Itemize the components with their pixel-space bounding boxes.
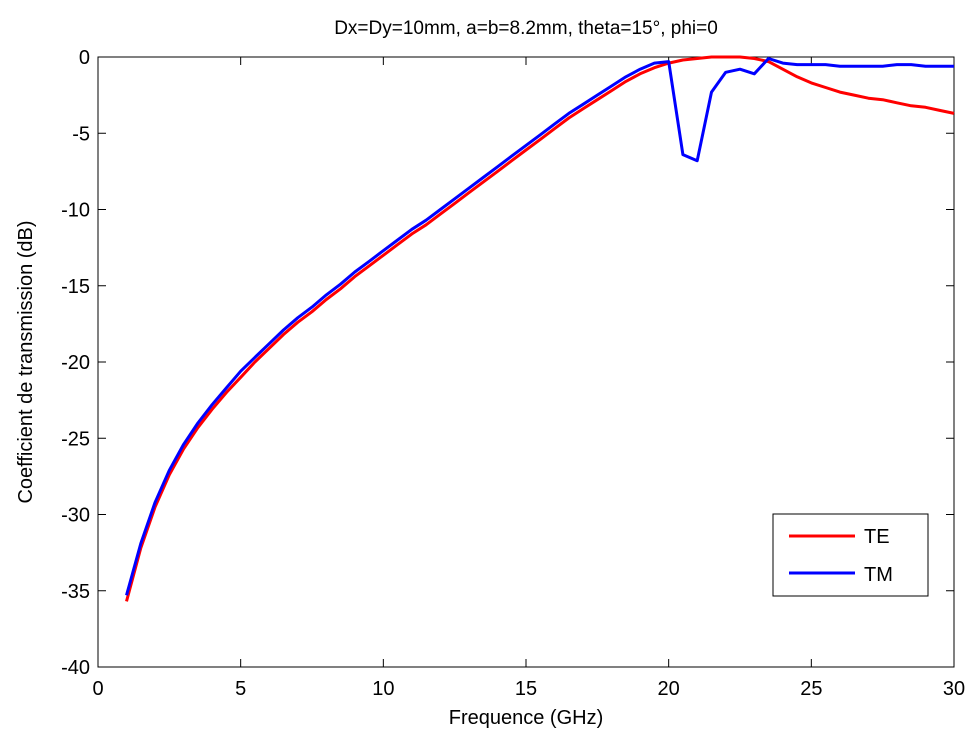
y-tick-label: -20 (61, 352, 90, 374)
x-tick-label: 30 (943, 678, 965, 700)
chart-title: Dx=Dy=10mm, a=b=8.2mm, theta=15°, phi=0 (334, 18, 718, 39)
x-tick-label: 20 (658, 678, 680, 700)
series-line-te (125, 55, 955, 602)
y-axis-title: Coefficient de transmission (dB) (15, 220, 37, 503)
legend-tm-label: TM (864, 564, 893, 586)
x-tick-label: 15 (515, 678, 537, 700)
y-tick-label: -40 (61, 657, 90, 679)
y-tick-label: -30 (61, 505, 90, 527)
y-axis-ticks: 0 -5 -10 -15 -20 -25 -30 -35 -40 (61, 47, 954, 679)
y-tick-label: -25 (61, 428, 90, 450)
series-layer (125, 55, 955, 602)
x-axis-title: Frequence (GHz) (449, 707, 604, 729)
y-tick-label: -10 (61, 200, 90, 222)
x-tick-label: 25 (800, 678, 822, 700)
legend-box (772, 513, 929, 597)
legend: TE TM (772, 513, 929, 597)
y-tick-label: -5 (72, 123, 90, 145)
y-tick-label: 0 (79, 47, 90, 69)
series-line-tm (125, 57, 954, 596)
x-tick-label: 10 (372, 678, 394, 700)
y-tick-label: -35 (61, 581, 90, 603)
x-tick-label: 0 (92, 678, 103, 700)
x-axis-ticks: 0 5 10 15 20 25 30 (92, 57, 965, 700)
y-tick-label: -15 (61, 276, 90, 298)
legend-te-label: TE (864, 526, 890, 548)
x-tick-label: 5 (235, 678, 246, 700)
